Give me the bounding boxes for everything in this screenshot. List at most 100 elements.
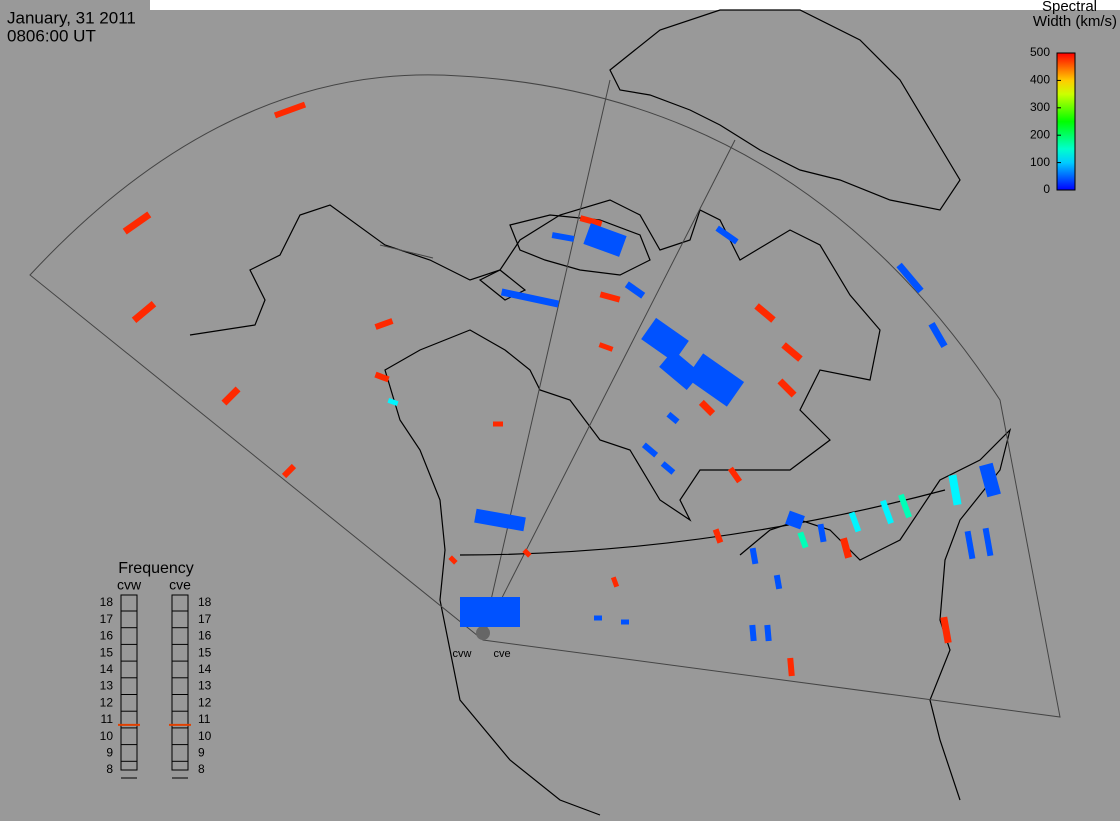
echo-cell — [698, 399, 716, 417]
echo-cell — [131, 300, 157, 324]
gauge-tick-label: 9 — [198, 745, 205, 759]
echo-cell — [610, 576, 620, 588]
echo-cell — [848, 511, 862, 533]
echo-cell — [621, 619, 629, 625]
echo-cell — [880, 499, 894, 525]
echo-cell — [579, 215, 603, 227]
echo-cell — [964, 530, 976, 560]
site-label: cvw — [453, 648, 472, 660]
echo-cell — [448, 555, 458, 565]
gauge-tick-label: 16 — [198, 629, 212, 643]
echo-cell — [781, 342, 803, 362]
echo-cell — [982, 527, 994, 557]
echo-cell — [896, 262, 924, 294]
echo-cell — [493, 421, 503, 427]
echo-cell — [928, 321, 948, 349]
colorbar-tick-label: 400 — [1030, 73, 1050, 87]
echo-cell — [754, 303, 776, 323]
colorbar-title: Spectral — [1042, 0, 1097, 15]
gauge-tick-label: 12 — [198, 695, 212, 709]
echo-cell — [979, 462, 1001, 498]
gauge-tick-label: 14 — [198, 662, 212, 676]
gauge — [171, 594, 189, 771]
echo-cell — [522, 548, 532, 558]
gauge-tick-label: 18 — [100, 595, 114, 609]
radar-site — [476, 626, 490, 640]
colorbar-title: Width (km/s) — [1033, 13, 1117, 30]
colorbar-tick-label: 300 — [1030, 100, 1050, 114]
gauge — [120, 594, 138, 771]
gauge-tick-label: 8 — [198, 762, 205, 776]
gauge-tick-label: 11 — [101, 712, 114, 726]
colorbar-tick-label: 100 — [1030, 155, 1050, 169]
echo-cell — [599, 291, 621, 303]
echo-cell — [940, 616, 952, 644]
gauge-tick-label: 8 — [106, 762, 113, 776]
echo-cell — [374, 371, 390, 383]
gauge-tick-label: 9 — [106, 745, 113, 759]
echo-cell — [551, 232, 575, 242]
colorbar-tick-label: 200 — [1030, 127, 1050, 141]
echo-cell — [749, 624, 757, 642]
echo-cell — [777, 378, 797, 398]
radar-name: cve — [169, 577, 191, 593]
echo-cell — [948, 474, 962, 506]
gauge-tick-label: 10 — [100, 729, 114, 743]
gauge-tick-label: 13 — [100, 679, 114, 693]
gauge-tick-label: 10 — [198, 729, 212, 743]
echo-cell — [273, 101, 307, 119]
echo-cell — [764, 624, 772, 642]
echo-cell — [500, 288, 560, 308]
echo-cell — [727, 466, 743, 484]
echo-cell — [594, 615, 602, 621]
echo-cell — [749, 547, 759, 565]
echo-cell — [641, 317, 689, 363]
top-strip — [150, 0, 1120, 10]
echo-cell — [624, 281, 646, 299]
echo-cell — [797, 531, 809, 549]
echo-cell — [460, 597, 520, 627]
echo-cell — [583, 223, 627, 257]
gauge-tick-label: 17 — [198, 612, 212, 626]
colorbar-tick-label: 0 — [1043, 182, 1050, 196]
gauge-tick-label: 17 — [100, 612, 114, 626]
echo-cell — [666, 411, 680, 425]
gauge-tick-label: 15 — [198, 645, 212, 659]
gauge-tick-label: 16 — [100, 629, 114, 643]
gauge-tick-label: 12 — [100, 695, 114, 709]
gauge-tick-label: 15 — [100, 645, 114, 659]
echo-cell — [221, 386, 241, 406]
echo-cell — [641, 442, 659, 458]
radar-name: cvw — [117, 577, 142, 593]
gauge-tick-label: 18 — [198, 595, 212, 609]
site-label: cve — [493, 648, 510, 660]
echo-cell — [374, 318, 394, 330]
echo-cell — [840, 537, 852, 559]
echo-cell — [785, 510, 805, 530]
echo-cell — [387, 397, 399, 407]
echo-cell — [898, 493, 912, 519]
echo-cell — [715, 225, 739, 245]
echo-cell — [712, 528, 724, 544]
date: January, 31 2011 — [7, 8, 136, 27]
colorbar — [1056, 52, 1076, 191]
echo-cell — [685, 353, 745, 407]
echo-cell — [787, 657, 795, 677]
echoes — [122, 101, 1001, 677]
echo-cell — [474, 508, 526, 532]
gauge-tick-label: 13 — [198, 679, 212, 693]
echo-cell — [660, 461, 676, 475]
frequency-title: Frequency — [118, 560, 194, 577]
gauge-tick-label: 14 — [100, 662, 114, 676]
gauge-tick-label: 11 — [198, 712, 211, 726]
echo-cell — [122, 211, 152, 235]
time: 0806:00 UT — [7, 26, 96, 45]
echo-cell — [773, 574, 783, 590]
colorbar-tick-label: 500 — [1030, 45, 1050, 59]
echo-cell — [817, 523, 827, 543]
echo-cell — [598, 342, 614, 352]
echo-cell — [281, 463, 297, 479]
echo-cell — [659, 350, 701, 390]
